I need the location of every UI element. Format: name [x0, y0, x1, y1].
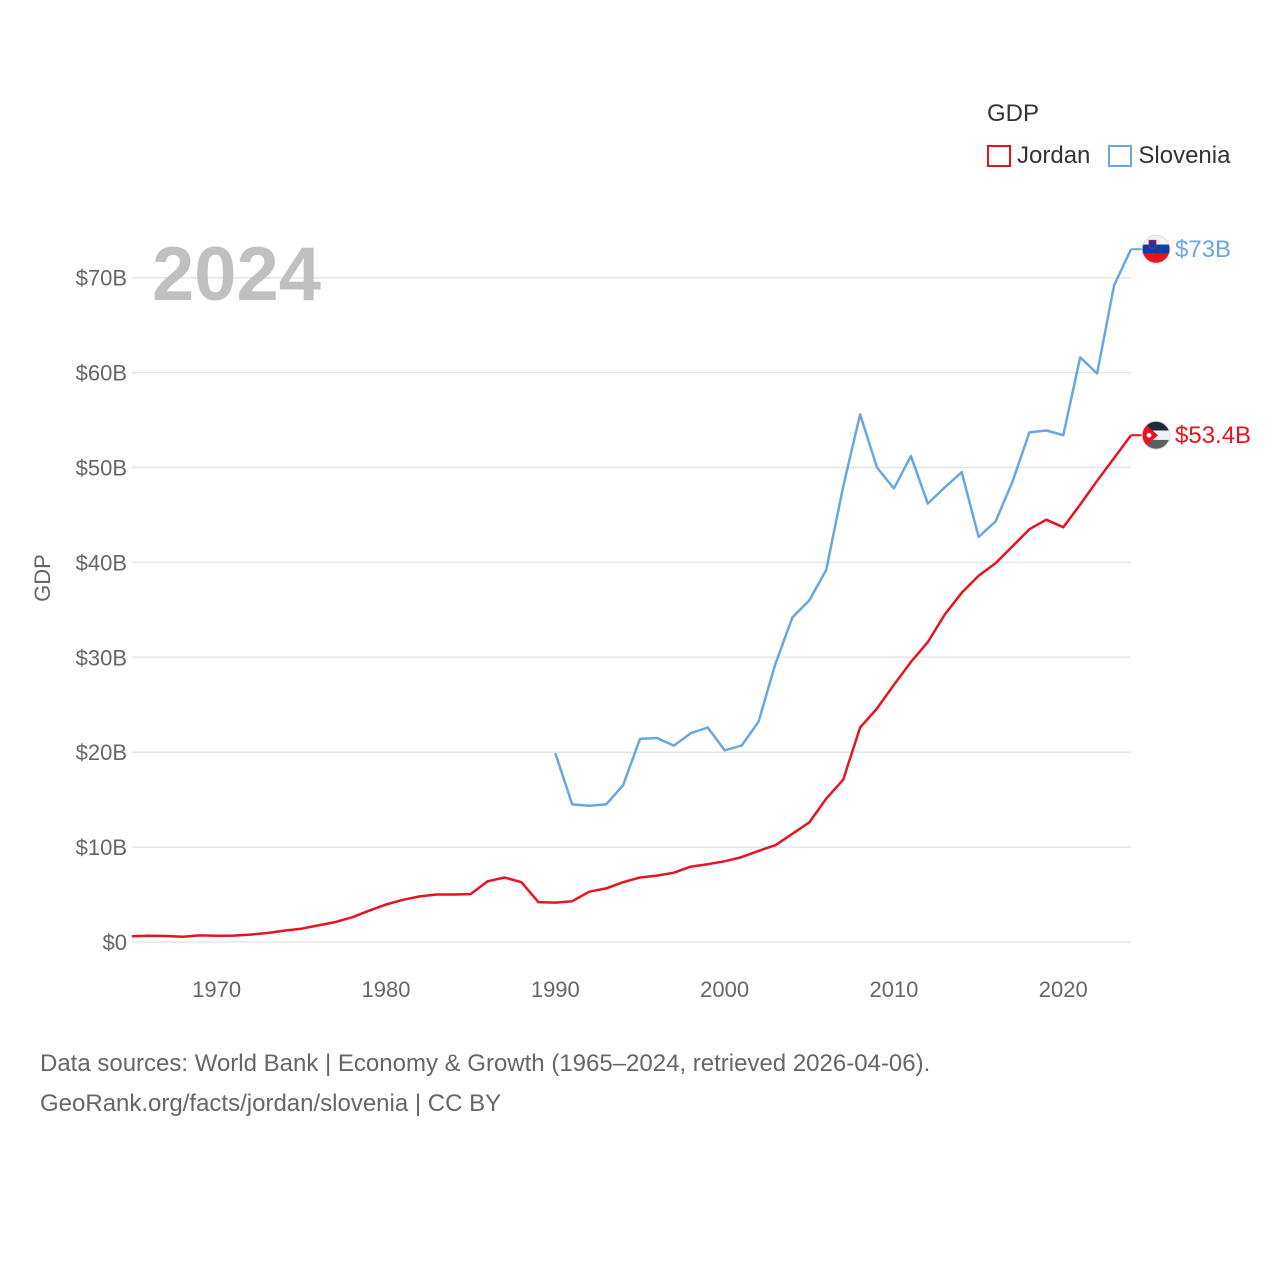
y-tick-label: $20B: [76, 740, 127, 765]
end-value-label-slovenia: $73B: [1175, 236, 1231, 263]
x-tick-label: 1990: [531, 977, 580, 1002]
series-layer: [131, 248, 1133, 939]
jordan-flag-icon: [1141, 420, 1171, 450]
y-axis-ticks: $0 $10B $20B $30B $40B $50B $60B $70B: [76, 266, 127, 955]
slovenia-flag-icon: [1141, 234, 1171, 264]
x-tick-label: 2020: [1039, 977, 1088, 1002]
x-tick-label: 1970: [192, 977, 241, 1002]
legend-title: GDP: [987, 100, 1040, 127]
grid-layer: [132, 276, 1131, 943]
legend-item-jordan[interactable]: Jordan: [987, 142, 1090, 170]
legend-item-slovenia[interactable]: Slovenia: [1108, 142, 1230, 170]
data-source-note: Data sources: World Bank | Economy & Gro…: [40, 1050, 931, 1077]
legend: Jordan Slovenia: [987, 142, 1230, 170]
y-tick-label: $30B: [76, 645, 127, 670]
x-axis-ticks: 1970 1980 1990 2000 2010 2020: [192, 977, 1088, 1002]
x-tick-label: 2000: [700, 977, 749, 1002]
y-tick-label: $50B: [76, 456, 127, 481]
legend-label-jordan: Jordan: [1017, 142, 1091, 169]
legend-swatch-jordan: [987, 145, 1011, 167]
y-tick-label: $40B: [76, 550, 127, 575]
year-overlay: 2024: [152, 232, 321, 317]
source-link[interactable]: GeoRank.org/facts/jordan/slovenia | CC B…: [40, 1090, 502, 1117]
series-line-jordan[interactable]: [131, 434, 1133, 939]
end-markers: $53.4B $73B: [1131, 234, 1251, 450]
x-tick-label: 1980: [362, 977, 411, 1002]
y-tick-label: $10B: [76, 835, 127, 860]
y-tick-label: $0: [103, 930, 127, 955]
footer: Data sources: World Bank | Economy & Gro…: [40, 1044, 930, 1124]
legend-swatch-slovenia: [1108, 145, 1133, 167]
x-tick-label: 2010: [869, 977, 918, 1002]
y-axis-title: GDP: [30, 554, 55, 602]
end-value-label-jordan: $53.4B: [1175, 422, 1251, 449]
legend-label-slovenia: Slovenia: [1138, 142, 1231, 169]
gdp-line-chart: $0$10B$20B$30B$40B$50B$60B$70B 1970 1980 1…: [30, 232, 1251, 1002]
series-line-slovenia[interactable]: [554, 248, 1133, 808]
y-tick-label: $60B: [76, 361, 127, 386]
y-tick-label: $70B: [76, 266, 127, 291]
